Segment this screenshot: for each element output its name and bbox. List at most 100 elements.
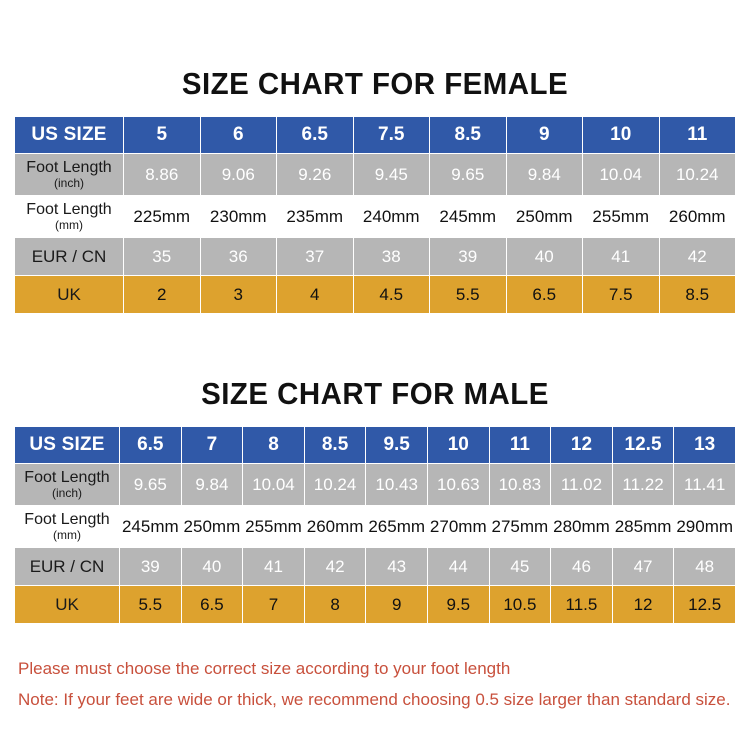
male-cell-eur-2: 41 xyxy=(243,548,304,585)
female-chart-title: SIZE CHART FOR FEMALE xyxy=(181,66,569,101)
male-cell-eur-8: 47 xyxy=(612,548,674,585)
male-label-mm-sub: (mm) xyxy=(53,527,81,542)
female-row-foot-length-mm: Foot Length (mm) 225mm 230mm 235mm 240mm… xyxy=(15,196,735,237)
male-cell-uk-7: 11.5 xyxy=(551,586,612,623)
female-cell-eur-2: 37 xyxy=(277,238,353,275)
male-cell-us-5: 10 xyxy=(427,427,489,463)
male-cell-inch-5: 10.63 xyxy=(427,464,489,505)
male-cell-us-3: 8.5 xyxy=(304,427,366,463)
female-label-eur-cn: EUR / CN xyxy=(15,238,123,275)
female-cell-uk-4: 5.5 xyxy=(430,276,506,313)
female-cell-inch-0: 8.86 xyxy=(124,154,200,195)
male-cell-inch-2: 10.04 xyxy=(243,464,304,505)
male-cell-inch-8: 11.22 xyxy=(612,464,674,505)
male-label-foot-length-inch: Foot Length (inch) xyxy=(15,464,119,505)
male-cell-inch-1: 9.84 xyxy=(181,464,243,505)
male-cell-inch-3: 10.24 xyxy=(304,464,366,505)
male-cell-eur-1: 40 xyxy=(181,548,243,585)
footer-notes: Please must choose the correct size acco… xyxy=(0,660,750,708)
male-cell-uk-1: 6.5 xyxy=(181,586,243,623)
note-line-1: Please must choose the correct size acco… xyxy=(18,659,511,678)
male-cell-eur-9: 48 xyxy=(674,548,735,585)
male-cell-uk-0: 5.5 xyxy=(120,586,181,623)
male-cell-mm-1: 250mm xyxy=(181,506,243,547)
male-cell-us-7: 12 xyxy=(551,427,612,463)
female-cell-uk-2: 4 xyxy=(277,276,353,313)
male-row-foot-length-inch: Foot Length (inch) 9.65 9.84 10.04 10.24… xyxy=(15,464,735,505)
male-cell-us-2: 8 xyxy=(243,427,304,463)
male-cell-uk-9: 12.5 xyxy=(674,586,735,623)
female-cell-us-4: 8.5 xyxy=(430,117,506,153)
female-label-uk: UK xyxy=(15,276,123,313)
male-cell-mm-2: 255mm xyxy=(243,506,304,547)
female-label-mm-main: Foot Length xyxy=(26,200,112,218)
female-table-body: US SIZE 5 6 6.5 7.5 8.5 9 10 11 Foot Len… xyxy=(15,117,735,313)
male-cell-us-8: 12.5 xyxy=(612,427,674,463)
male-cell-uk-5: 9.5 xyxy=(427,586,489,623)
male-cell-us-4: 9.5 xyxy=(366,427,427,463)
female-row-foot-length-inch: Foot Length (inch) 8.86 9.06 9.26 9.45 9… xyxy=(15,154,735,195)
female-cell-us-5: 9 xyxy=(506,117,582,153)
male-cell-us-6: 11 xyxy=(489,427,551,463)
female-label-foot-length-inch: Foot Length (inch) xyxy=(15,154,123,195)
male-cell-mm-5: 270mm xyxy=(427,506,489,547)
male-row-foot-length-mm: Foot Length (mm) 245mm 250mm 255mm 260mm… xyxy=(15,506,735,547)
male-cell-uk-4: 9 xyxy=(366,586,427,623)
female-cell-us-1: 6 xyxy=(200,117,276,153)
female-cell-mm-4: 245mm xyxy=(430,196,506,237)
male-label-eur-cn: EUR / CN xyxy=(15,548,119,585)
female-cell-us-6: 10 xyxy=(583,117,659,153)
female-cell-eur-3: 38 xyxy=(353,238,429,275)
male-row-eur-cn: EUR / CN 39 40 41 42 43 44 45 46 47 48 xyxy=(15,548,735,585)
male-cell-inch-9: 11.41 xyxy=(674,464,735,505)
female-cell-us-2: 6.5 xyxy=(277,117,353,153)
male-cell-uk-6: 10.5 xyxy=(489,586,551,623)
female-cell-eur-6: 41 xyxy=(583,238,659,275)
female-cell-uk-7: 8.5 xyxy=(659,276,735,313)
male-label-mm-main: Foot Length xyxy=(24,510,110,528)
female-cell-inch-4: 9.65 xyxy=(430,154,506,195)
male-cell-eur-3: 42 xyxy=(304,548,366,585)
female-cell-eur-0: 35 xyxy=(124,238,200,275)
male-cell-mm-4: 265mm xyxy=(366,506,427,547)
male-cell-uk-2: 7 xyxy=(243,586,304,623)
top-spacer xyxy=(0,0,750,66)
male-cell-mm-3: 260mm xyxy=(304,506,366,547)
male-cell-uk-3: 8 xyxy=(304,586,366,623)
female-row-uk: UK 2 3 4 4.5 5.5 6.5 7.5 8.5 xyxy=(15,276,735,313)
female-cell-mm-0: 225mm xyxy=(124,196,200,237)
female-cell-mm-7: 260mm xyxy=(659,196,735,237)
female-cell-mm-2: 235mm xyxy=(277,196,353,237)
female-row-us-size: US SIZE 5 6 6.5 7.5 8.5 9 10 11 xyxy=(15,117,735,153)
female-size-table: US SIZE 5 6 6.5 7.5 8.5 9 10 11 Foot Len… xyxy=(14,116,736,314)
male-cell-eur-0: 39 xyxy=(120,548,181,585)
male-cell-mm-0: 245mm xyxy=(120,506,181,547)
male-row-uk: UK 5.5 6.5 7 8 9 9.5 10.5 11.5 12 12.5 xyxy=(15,586,735,623)
male-cell-mm-7: 280mm xyxy=(551,506,612,547)
male-cell-inch-6: 10.83 xyxy=(489,464,551,505)
male-cell-us-9: 13 xyxy=(674,427,735,463)
male-label-inch-main: Foot Length xyxy=(24,468,110,486)
female-cell-eur-5: 40 xyxy=(506,238,582,275)
male-cell-mm-8: 285mm xyxy=(612,506,674,547)
male-cell-eur-7: 46 xyxy=(551,548,612,585)
female-cell-mm-1: 230mm xyxy=(200,196,276,237)
note-line-2: Note: If your feet are wide or thick, we… xyxy=(18,690,731,709)
female-row-eur-cn: EUR / CN 35 36 37 38 39 40 41 42 xyxy=(15,238,735,275)
male-cell-uk-8: 12 xyxy=(612,586,674,623)
female-cell-us-7: 11 xyxy=(659,117,735,153)
female-label-us-size: US SIZE xyxy=(15,117,123,153)
male-cell-us-1: 7 xyxy=(181,427,243,463)
male-chart-title: SIZE CHART FOR MALE xyxy=(201,376,549,411)
female-cell-uk-6: 7.5 xyxy=(583,276,659,313)
male-size-table: US SIZE 6.5 7 8 8.5 9.5 10 11 12 12.5 13… xyxy=(14,426,736,624)
male-cell-mm-6: 275mm xyxy=(489,506,551,547)
female-cell-mm-5: 250mm xyxy=(506,196,582,237)
female-cell-eur-7: 42 xyxy=(659,238,735,275)
female-label-inch-sub: (inch) xyxy=(53,175,84,190)
male-cell-eur-5: 44 xyxy=(427,548,489,585)
female-cell-uk-0: 2 xyxy=(124,276,200,313)
male-cell-inch-7: 11.02 xyxy=(551,464,612,505)
male-cell-eur-6: 45 xyxy=(489,548,551,585)
